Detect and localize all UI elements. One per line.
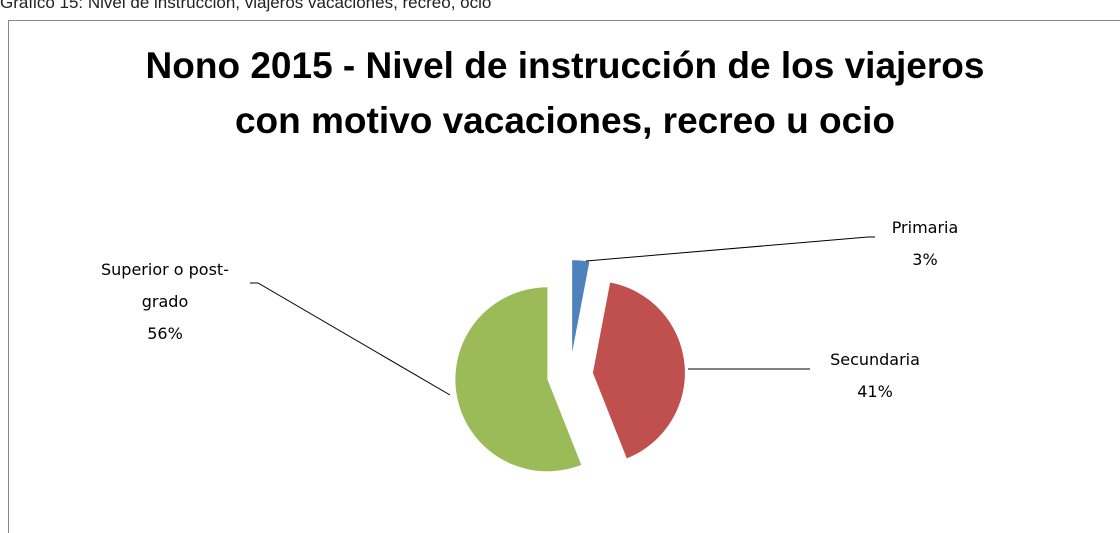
pie-slice <box>455 287 582 472</box>
leader-line <box>250 282 451 396</box>
slice-value: 56% <box>147 324 183 343</box>
chart-frame <box>8 20 1120 533</box>
slice-label: Superior o post-grado <box>101 260 229 311</box>
slice-label: Secundaria <box>830 350 920 369</box>
chart-title: Nono 2015 - Nivel de instrucción de los … <box>145 45 985 141</box>
slice-value: 41% <box>857 382 893 401</box>
slice-label: Primaria <box>891 218 959 237</box>
pie-slice <box>592 282 685 459</box>
leader-line <box>585 236 875 262</box>
caption: Gráfico 15: Nivel de instrucción, viajer… <box>0 0 492 12</box>
pie-slice <box>572 260 590 353</box>
slice-value: 3% <box>912 250 938 269</box>
